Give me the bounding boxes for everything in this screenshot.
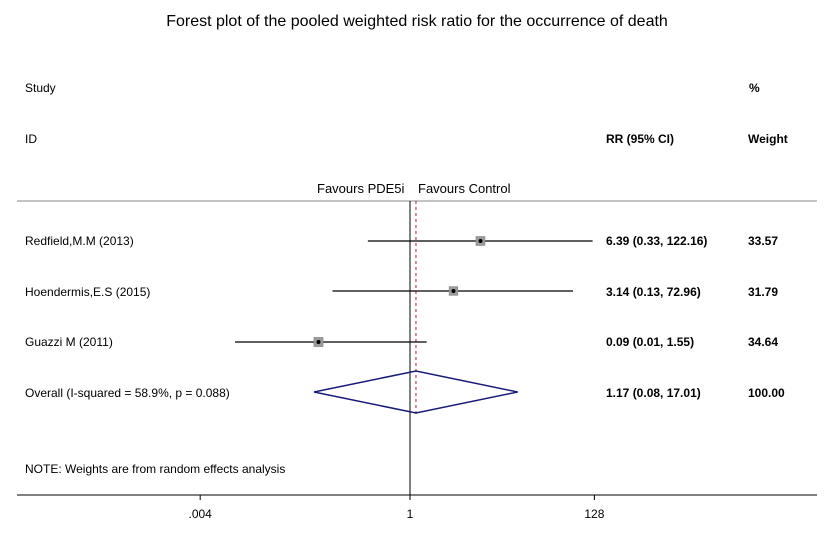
overall-weight-text: 100.00 xyxy=(748,386,785,400)
x-tick-label: .004 xyxy=(189,507,213,521)
study-ci-text: 3.14 (0.13, 72.96) xyxy=(606,285,701,299)
chart-title: Forest plot of the pooled weighted risk … xyxy=(166,13,668,30)
header-study: Study xyxy=(25,81,56,95)
x-tick-label: 128 xyxy=(584,507,604,521)
study-ci-text: 0.09 (0.01, 1.55) xyxy=(606,335,695,349)
header-weight: Weight xyxy=(748,132,788,146)
overall-diamond xyxy=(313,370,518,414)
favours-left-label: Favours PDE5i xyxy=(317,181,405,196)
header-id: ID xyxy=(25,132,37,146)
overall-ci-text: 1.17 (0.08, 17.01) xyxy=(606,386,701,400)
study-weight-text: 31.79 xyxy=(748,285,779,299)
study-label: Guazzi M (2011) xyxy=(25,335,113,349)
study-label: Redfield,M.M (2013) xyxy=(25,234,134,248)
point-estimate xyxy=(451,289,456,293)
overall-label: Overall (I-squared = 58.9%, p = 0.088) xyxy=(25,386,230,400)
study-weight-text: 34.64 xyxy=(748,335,779,349)
point-estimate xyxy=(316,340,321,344)
footnote: NOTE: Weights are from random effects an… xyxy=(25,462,286,476)
study-ci-text: 6.39 (0.33, 122.16) xyxy=(606,234,708,248)
header-rr-ci: RR (95% CI) xyxy=(606,132,675,146)
header-percent: % xyxy=(749,81,760,95)
point-estimate xyxy=(478,239,483,243)
x-tick-label: 1 xyxy=(407,507,414,521)
favours-right-label: Favours Control xyxy=(418,181,511,196)
study-weight-text: 33.57 xyxy=(748,234,779,248)
study-label: Hoendermis,E.S (2015) xyxy=(25,285,151,299)
